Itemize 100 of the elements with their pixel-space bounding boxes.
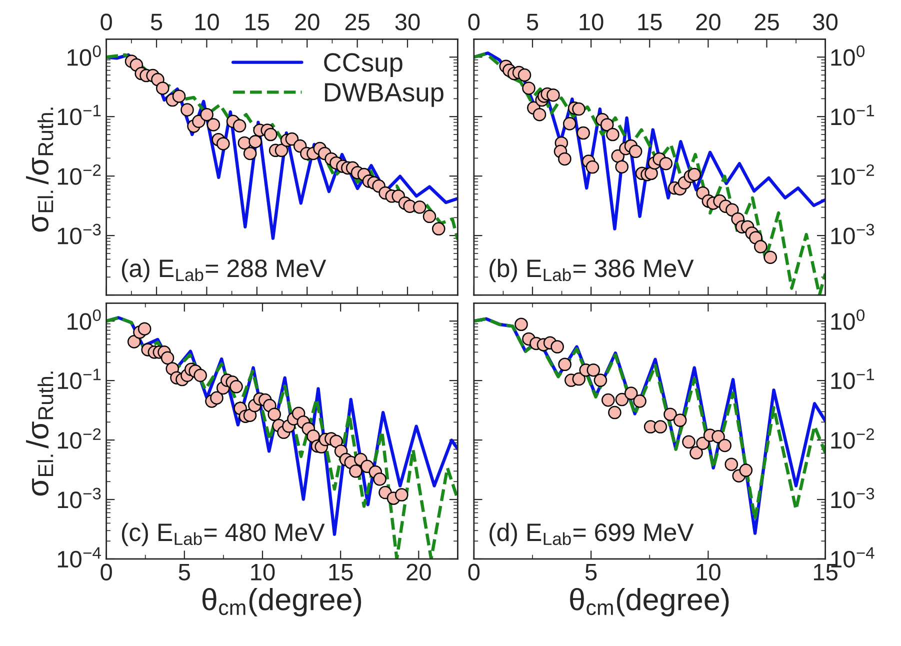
x-tick-label: 0 bbox=[468, 564, 480, 580]
y-tick-label: 10$^{−2}$ bbox=[58, 164, 101, 185]
point bbox=[654, 420, 668, 434]
y-tick-label: 10$^{−4}$ bbox=[58, 547, 101, 568]
y-tick-label: 10$^{−1}$ bbox=[58, 104, 101, 126]
point bbox=[532, 108, 546, 122]
annotation: (c) E$_{Lab}$= 480 MeV bbox=[122, 522, 325, 546]
x-tick-label: 0 bbox=[468, 14, 480, 30]
point bbox=[200, 108, 214, 122]
x-tick-label: 0 bbox=[100, 564, 112, 580]
point bbox=[572, 102, 586, 116]
x-axis-title: θ$_{cm}$(degree) bbox=[202, 588, 362, 616]
x-tick-label: 20 bbox=[406, 564, 431, 580]
x-tick-label: 5 bbox=[526, 14, 538, 30]
point bbox=[628, 144, 642, 158]
point bbox=[138, 322, 152, 336]
point bbox=[712, 430, 725, 444]
point bbox=[586, 160, 600, 174]
point bbox=[615, 392, 629, 406]
point bbox=[572, 372, 586, 386]
y-tick-label: 10$^{0}$ bbox=[68, 309, 101, 330]
annotation: (a) E$_{Lab}$= 288 MeV bbox=[122, 258, 326, 282]
point bbox=[518, 68, 532, 82]
y-tick-label: 10$^{−3}$ bbox=[831, 488, 874, 508]
y-tick-label: 10$^{−2}$ bbox=[831, 428, 874, 449]
legend-label: DWBAsup bbox=[324, 83, 444, 107]
point bbox=[264, 128, 278, 142]
x-tick-label: 25 bbox=[754, 14, 779, 30]
y-tick-label: 10$^{0}$ bbox=[831, 309, 865, 330]
point bbox=[688, 168, 702, 182]
point bbox=[600, 118, 614, 132]
point bbox=[514, 318, 528, 332]
point bbox=[633, 394, 646, 408]
line-series bbox=[106, 53, 458, 240]
point bbox=[206, 118, 220, 132]
x-tick-label: 30 bbox=[395, 14, 420, 30]
point bbox=[696, 436, 710, 450]
point bbox=[330, 434, 343, 448]
y-tick-label: 10$^{0}$ bbox=[831, 45, 865, 66]
point bbox=[230, 380, 243, 394]
y-tick-label: 10$^{−2}$ bbox=[831, 164, 874, 185]
x-tick-label: 20 bbox=[295, 14, 320, 30]
x-tick-label: 20 bbox=[696, 14, 720, 30]
y-axis-title: σ$_{El.}$/σ$_{Ruth.}$ bbox=[26, 372, 54, 496]
y-tick-label: 10$^{0}$ bbox=[68, 45, 101, 66]
x-tick-label: 5 bbox=[178, 564, 190, 580]
y-axis-title: σ$_{El.}$/σ$_{Ruth.}$ bbox=[26, 108, 54, 232]
y-tick-label: 10$^{−2}$ bbox=[58, 428, 101, 449]
point bbox=[624, 386, 638, 400]
point bbox=[576, 126, 590, 140]
point bbox=[422, 210, 436, 224]
point bbox=[192, 114, 206, 128]
point bbox=[586, 363, 600, 377]
point bbox=[602, 393, 615, 407]
x-tick-label: 0 bbox=[100, 14, 112, 30]
point bbox=[522, 82, 536, 95]
point bbox=[243, 146, 257, 160]
x-tick-label: 10 bbox=[580, 14, 604, 30]
point bbox=[690, 446, 703, 460]
point bbox=[210, 391, 224, 405]
x-tick-label: 10 bbox=[251, 564, 275, 580]
point bbox=[274, 144, 288, 158]
point bbox=[664, 408, 677, 422]
point bbox=[180, 103, 194, 116]
point bbox=[160, 351, 174, 365]
point bbox=[615, 160, 628, 174]
point bbox=[285, 132, 299, 146]
x-tick-label: 10 bbox=[195, 14, 219, 30]
x-tick-label: 25 bbox=[345, 14, 370, 30]
legend-label: CCsup bbox=[324, 53, 402, 78]
y-tick-label: 10$^{−3}$ bbox=[58, 224, 101, 244]
point bbox=[243, 408, 257, 422]
y-tick-label: 10$^{−3}$ bbox=[58, 488, 101, 508]
point bbox=[673, 414, 687, 427]
y-tick-label: 10$^{−1}$ bbox=[58, 368, 101, 390]
point bbox=[248, 134, 262, 148]
x-tick-label: 10 bbox=[696, 564, 720, 580]
point bbox=[395, 488, 408, 502]
point bbox=[754, 240, 768, 254]
y-tick-label: 10$^{−1}$ bbox=[831, 104, 874, 126]
point bbox=[546, 88, 560, 102]
point bbox=[739, 464, 753, 477]
annotation: (b) E$_{Lab}$= 386 MeV bbox=[490, 258, 694, 282]
point bbox=[594, 374, 608, 387]
point bbox=[550, 340, 564, 354]
x-tick-label: 30 bbox=[813, 14, 838, 30]
x-tick-label: 5 bbox=[150, 14, 162, 30]
x-tick-label: 15 bbox=[246, 14, 270, 30]
point bbox=[726, 203, 739, 217]
point bbox=[764, 250, 778, 264]
point bbox=[268, 408, 281, 422]
point bbox=[558, 358, 572, 372]
point bbox=[562, 117, 576, 130]
x-axis-title: θ$_{cm}$(degree) bbox=[570, 588, 729, 616]
point bbox=[682, 435, 696, 449]
point bbox=[659, 156, 673, 170]
point bbox=[306, 430, 320, 443]
point bbox=[373, 472, 386, 486]
point bbox=[432, 222, 446, 236]
point bbox=[608, 406, 622, 420]
